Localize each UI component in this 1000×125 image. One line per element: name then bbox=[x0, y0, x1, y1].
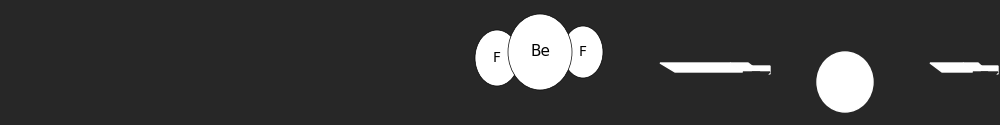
Polygon shape bbox=[660, 63, 745, 72]
Polygon shape bbox=[752, 66, 770, 74]
Ellipse shape bbox=[475, 30, 519, 86]
Polygon shape bbox=[730, 63, 760, 72]
Polygon shape bbox=[973, 72, 988, 79]
Polygon shape bbox=[981, 66, 998, 74]
Polygon shape bbox=[752, 72, 770, 79]
Ellipse shape bbox=[563, 26, 603, 78]
Polygon shape bbox=[743, 72, 760, 79]
Polygon shape bbox=[963, 63, 988, 72]
Polygon shape bbox=[930, 63, 975, 72]
Text: F: F bbox=[579, 45, 587, 59]
Polygon shape bbox=[981, 72, 998, 79]
Ellipse shape bbox=[817, 52, 873, 112]
Text: Be: Be bbox=[530, 44, 550, 60]
Text: F: F bbox=[493, 51, 501, 65]
Ellipse shape bbox=[508, 14, 572, 90]
